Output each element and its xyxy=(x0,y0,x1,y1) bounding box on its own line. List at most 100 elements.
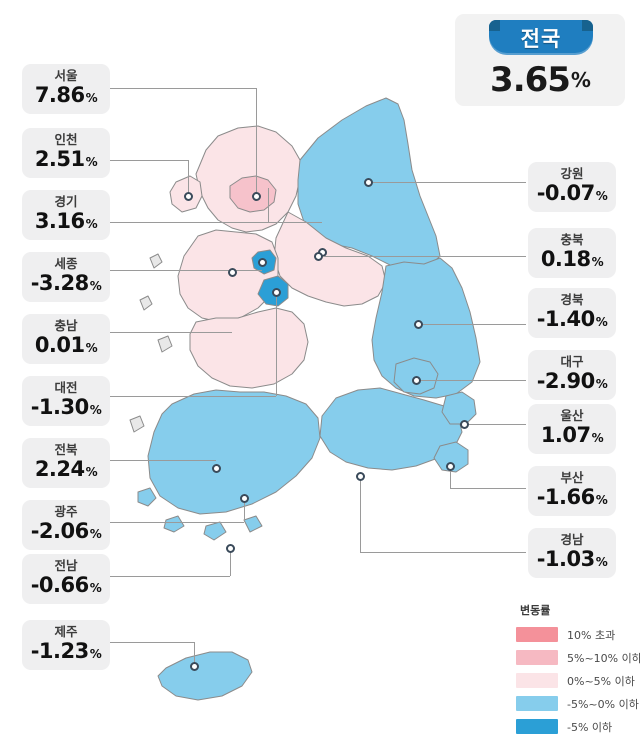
region-chip-ulsan[interactable]: 울산 1.07% xyxy=(528,404,616,454)
map-dot-chungnam[interactable] xyxy=(228,268,237,277)
region-chip-sejong[interactable]: 세종 -3.28% xyxy=(22,252,110,302)
legend-swatch xyxy=(516,696,558,711)
region-chip-gwangju[interactable]: 광주 -2.06% xyxy=(22,500,110,550)
region-value: 0.18% xyxy=(540,247,604,271)
leader-seoul-v xyxy=(256,88,257,196)
region-value: -1.30% xyxy=(30,395,102,419)
region-value: -1.03% xyxy=(536,547,608,571)
legend-item: -5%~0% 이하 xyxy=(516,692,639,715)
region-chip-incheon[interactable]: 인천 2.51% xyxy=(22,128,110,178)
map-dot-daejeon[interactable] xyxy=(272,288,281,297)
leader-gyeongnam xyxy=(360,552,526,553)
region-name: 인천 xyxy=(54,132,78,147)
leader-jeju-v xyxy=(194,642,195,666)
leader-sejong xyxy=(110,270,262,271)
region-jeju[interactable] xyxy=(157,651,253,701)
jeonnam-islands xyxy=(137,487,263,541)
region-value: -3.28% xyxy=(30,271,102,295)
region-chungnam[interactable] xyxy=(177,229,279,323)
legend-swatch xyxy=(516,673,558,688)
region-chip-chungnam[interactable]: 충남 0.01% xyxy=(22,314,110,364)
national-value: 3.65% xyxy=(455,58,625,102)
leader-busan xyxy=(450,488,526,489)
region-name: 제주 xyxy=(54,624,78,639)
national-value-number: 3.65 xyxy=(490,60,571,100)
region-name: 울산 xyxy=(560,408,584,423)
region-value: -0.07% xyxy=(536,181,608,205)
region-name: 대구 xyxy=(560,354,584,369)
map-dot-gwangju[interactable] xyxy=(240,494,249,503)
leader-busan-v xyxy=(450,466,451,488)
legend-title: 변동률 xyxy=(520,604,551,617)
map-dot-jeju[interactable] xyxy=(190,662,199,671)
region-name: 대전 xyxy=(54,380,78,395)
region-chip-gyeongnam[interactable]: 경남 -1.03% xyxy=(528,528,616,578)
region-name: 경남 xyxy=(560,532,584,547)
map-dot-sejong[interactable] xyxy=(258,258,267,267)
region-name: 세종 xyxy=(54,256,78,271)
leader-ulsan xyxy=(464,424,526,425)
region-chip-gangwon[interactable]: 강원 -0.07% xyxy=(528,162,616,212)
leader-gyeonggi-v xyxy=(268,188,269,222)
leader-incheon xyxy=(110,160,188,161)
region-value: 7.86% xyxy=(34,83,98,107)
region-name: 충남 xyxy=(54,318,78,333)
map-dot-busan[interactable] xyxy=(446,462,455,471)
region-name: 충북 xyxy=(560,232,584,247)
region-chip-gyeongbuk[interactable]: 경북 -1.40% xyxy=(528,288,616,338)
region-name: 경북 xyxy=(560,292,584,307)
legend-item: 5%~10% 이하 xyxy=(516,646,640,669)
national-tab[interactable]: 전국 xyxy=(489,20,593,55)
leader-daejeon xyxy=(110,396,276,397)
leader-jeonnam-v xyxy=(230,548,231,576)
map-dot-incheon[interactable] xyxy=(184,192,193,201)
region-chip-jeonbuk[interactable]: 전북 2.24% xyxy=(22,438,110,488)
map-dot-seoul[interactable] xyxy=(252,192,261,201)
legend-label: -5% 이하 xyxy=(567,720,613,734)
region-name: 전남 xyxy=(54,558,78,573)
legend-item: 10% 초과 xyxy=(516,623,636,646)
map-dot-daegu[interactable] xyxy=(412,376,421,385)
map-dot-jeonbuk[interactable] xyxy=(212,464,221,473)
map-dot-ulsan[interactable] xyxy=(460,420,469,429)
region-name: 서울 xyxy=(54,68,78,83)
leader-jeju xyxy=(110,642,194,643)
region-jeonbuk[interactable] xyxy=(189,307,309,389)
region-chip-chungbuk[interactable]: 충북 0.18% xyxy=(528,228,616,278)
region-chip-daegu[interactable]: 대구 -2.90% xyxy=(528,350,616,400)
region-chip-jeju[interactable]: 제주 -1.23% xyxy=(22,620,110,670)
region-chip-daejeon[interactable]: 대전 -1.30% xyxy=(22,376,110,426)
region-name: 부산 xyxy=(560,470,584,485)
region-ulsan[interactable] xyxy=(441,391,477,425)
map-dot-gyeongnam[interactable] xyxy=(356,472,365,481)
region-chip-jeonnam[interactable]: 전남 -0.66% xyxy=(22,554,110,604)
leader-jeonnam xyxy=(110,576,230,577)
region-value: -1.40% xyxy=(536,307,608,331)
leader-chungbuk xyxy=(318,256,526,257)
map-dot-gangwon[interactable] xyxy=(364,178,373,187)
region-busan[interactable] xyxy=(433,441,469,473)
legend-item: 0%~5% 이하 xyxy=(516,669,636,692)
leader-daegu xyxy=(416,380,526,381)
region-name: 전북 xyxy=(54,442,78,457)
leader-gyeongnam-v xyxy=(360,476,361,552)
region-value: 2.51% xyxy=(34,147,98,171)
leader-incheon-v xyxy=(188,160,189,196)
region-chip-gyeonggi[interactable]: 경기 3.16% xyxy=(22,190,110,240)
region-value: -1.23% xyxy=(30,639,102,663)
leader-gangwon xyxy=(368,182,526,183)
map-dot-gyeongbuk[interactable] xyxy=(414,320,423,329)
leader-daejeon-v xyxy=(276,292,277,396)
map-dot-jeonnam[interactable] xyxy=(226,544,235,553)
region-jeonnam[interactable] xyxy=(147,389,321,515)
legend-item: -5% 이하 xyxy=(516,715,636,738)
region-chip-seoul[interactable]: 서울 7.86% xyxy=(22,64,110,114)
leader-seoul xyxy=(110,88,256,89)
legend-label: 0%~5% 이하 xyxy=(567,674,635,688)
map-dot-chungbuk[interactable] xyxy=(314,252,323,261)
leader-gyeonggi xyxy=(110,222,322,223)
region-chip-busan[interactable]: 부산 -1.66% xyxy=(528,466,616,516)
leader-chungnam xyxy=(110,332,232,333)
